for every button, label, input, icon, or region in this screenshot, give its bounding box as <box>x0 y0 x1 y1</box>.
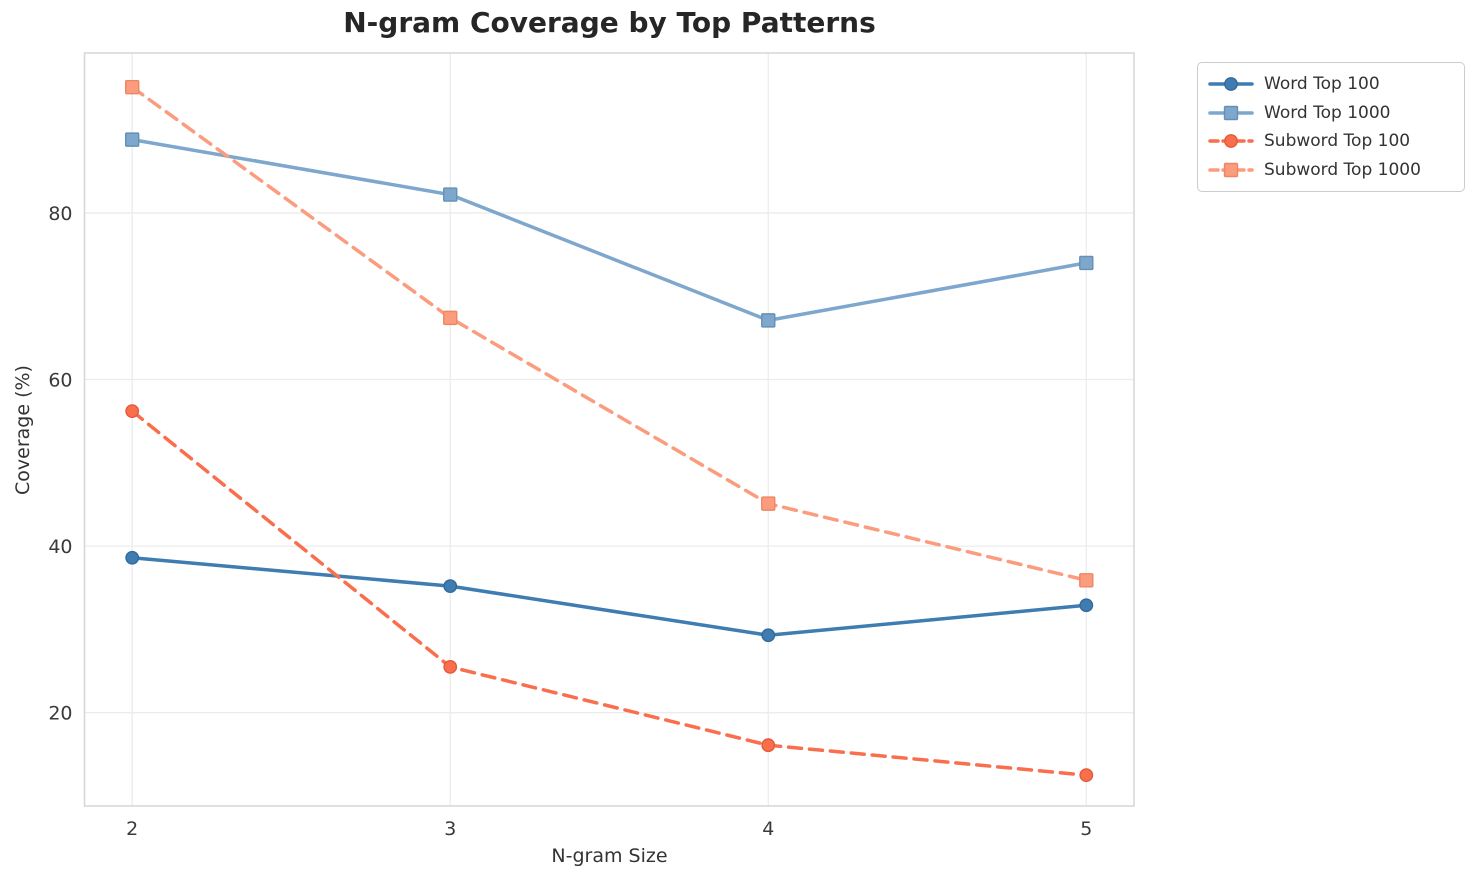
legend-label-subword-top-1000: Subword Top 1000 <box>1264 159 1421 180</box>
marker-subword-top-100-x3 <box>443 659 458 674</box>
legend-swatch-subword-top-1000 <box>1208 162 1254 177</box>
x-tick-label-3: 3 <box>444 818 456 840</box>
series-line-subword-top-1000 <box>130 85 1089 583</box>
marker-subword-top-1000-x4 <box>761 496 776 511</box>
marker-word-top-1000-x5 <box>1079 255 1094 271</box>
legend-marker-subword-top-100 <box>1224 134 1238 149</box>
x-tick-label-2: 2 <box>126 818 138 840</box>
marker-word-top-100-x2 <box>125 550 140 565</box>
legend-swatch-subword-top-100 <box>1208 134 1254 149</box>
y-tick-label-40: 40 <box>48 536 72 558</box>
marker-subword-top-1000-x3 <box>443 310 458 326</box>
legend-marker-word-top-100 <box>1224 77 1238 92</box>
marker-subword-top-100-x2 <box>125 404 140 419</box>
legend-marker-subword-top-1000 <box>1223 162 1239 177</box>
marker-word-top-100-x4 <box>761 628 776 643</box>
series-line-subword-top-100 <box>130 409 1089 777</box>
x-tick-label-4: 4 <box>762 818 774 840</box>
legend: Word Top 100 Word Top 1000 Subword Top 100… <box>1197 62 1465 192</box>
legend-swatch-word-top-1000 <box>1208 105 1254 120</box>
y-tick-label-60: 60 <box>48 370 72 392</box>
series-line-word-top-1000 <box>130 137 1089 323</box>
marker-subword-top-100-x5 <box>1079 768 1094 783</box>
y-tick-label-20: 20 <box>48 703 72 725</box>
legend-swatch-word-top-100 <box>1208 77 1254 92</box>
legend-item-subword-top-100: Subword Top 100 <box>1208 131 1454 151</box>
marker-word-top-100-x3 <box>443 579 458 593</box>
legend-label-subword-top-100: Subword Top 100 <box>1264 131 1411 152</box>
legend-item-word-top-100: Word Top 100 <box>1208 74 1454 94</box>
marker-word-top-1000-x2 <box>125 132 140 147</box>
legend-label-word-top-100: Word Top 100 <box>1264 74 1380 95</box>
series-line-word-top-100 <box>130 556 1089 637</box>
x-tick-label-5: 5 <box>1080 818 1092 840</box>
marker-word-top-100-x5 <box>1079 598 1094 613</box>
marker-word-top-1000-x3 <box>443 187 458 202</box>
y-axis-label: Coverage (%) <box>12 365 34 495</box>
chart-title: N-gram Coverage by Top Patterns <box>343 6 876 39</box>
marker-word-top-1000-x4 <box>761 313 776 328</box>
axes-spines <box>83 52 1135 807</box>
y-tick-label-80: 80 <box>48 203 72 225</box>
marker-subword-top-1000-x5 <box>1079 573 1094 588</box>
legend-label-word-top-1000: Word Top 1000 <box>1264 102 1391 123</box>
legend-marker-word-top-1000 <box>1223 105 1239 120</box>
marker-subword-top-100-x4 <box>761 738 776 753</box>
marker-subword-top-1000-x2 <box>125 79 140 95</box>
legend-item-word-top-1000: Word Top 1000 <box>1208 103 1454 123</box>
legend-item-subword-top-1000: Subword Top 1000 <box>1208 160 1454 180</box>
x-axis-label: N-gram Size <box>551 845 668 867</box>
